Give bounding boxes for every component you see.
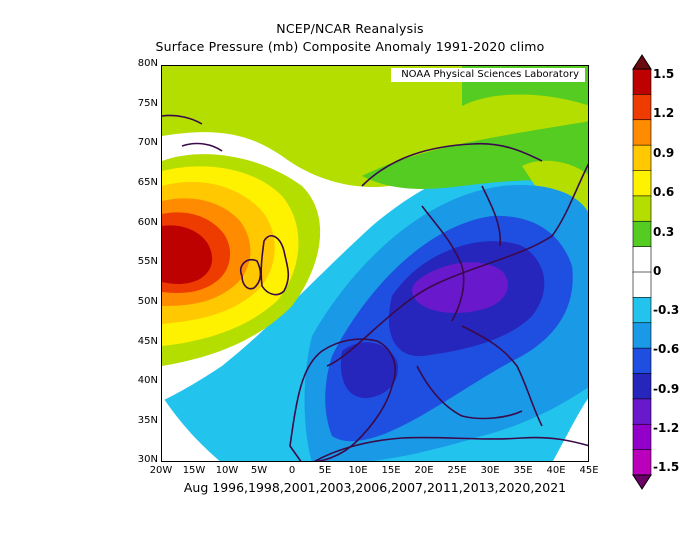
colorbar-label: 1.2 [653,106,675,120]
colorbar-top-arrow [632,54,652,70]
colorbar-label: -0.3 [653,303,680,317]
lat-tick: 65N [137,177,158,188]
colorbar-bottom-arrow [632,474,652,490]
colorbar-segment [632,94,652,121]
lon-tick: 20E [414,465,434,476]
lat-tick: 80N [137,58,158,69]
lat-tick: 45N [137,336,158,347]
colorbar-segment [632,271,652,299]
colorbar-segment [632,170,652,197]
lon-tick: 45E [579,465,599,476]
lon-tick: 10W [215,465,239,476]
colorbar-label: 0.3 [653,225,675,239]
map-svg [162,66,588,461]
lon-tick: 25E [447,465,467,476]
colorbar-label: 0 [653,264,662,278]
coastlines [162,114,588,461]
lat-tick: 60N [137,217,158,228]
title-line-1: NCEP/NCAR Reanalysis [276,21,424,36]
lon-tick: 30E [480,465,500,476]
lon-tick: 5E [318,465,332,476]
colorbar-segment [632,449,652,476]
colorbar-label: -1.5 [653,460,680,474]
colorbar-segment [632,423,652,451]
lat-tick: 35N [137,415,158,426]
colorbar-segment [632,68,652,96]
colorbar-segments [632,68,652,476]
lat-tick: 40N [137,375,158,386]
composite-caption: Aug 1996,1998,2001,2003,2006,2007,2011,2… [183,480,567,495]
colorbar-label: 1.5 [653,67,675,81]
lat-tick: 70N [137,137,158,148]
colorbar-segment [632,347,652,375]
lat-tick: 75N [137,98,158,109]
colorbar-label: -1.2 [653,421,680,435]
lon-tick: 35E [513,465,533,476]
lon-tick: 0 [288,465,296,476]
colorbar-segment [632,144,652,172]
colorbar-label: -0.6 [653,342,680,356]
lon-tick: 15E [381,465,401,476]
credit-label: NOAA Physical Sciences Laboratory [391,68,585,82]
lat-tick: 30N [137,454,158,465]
colorbar-label: 0.9 [653,146,675,160]
lon-tick: 15W [182,465,206,476]
lon-tick: 20W [149,465,173,476]
lon-tick: 40E [546,465,566,476]
colorbar-segment [632,398,652,426]
lon-tick: 5W [250,465,268,476]
colorbar-segment [632,373,652,400]
lon-tick: 10E [348,465,368,476]
colorbar-segment [632,322,652,349]
anomaly-map: NOAA Physical Sciences Laboratory [161,65,589,462]
colorbar-segment [632,220,652,248]
colorbar-segment [632,246,652,273]
colorbar-label: 0.6 [653,185,675,199]
colorbar [632,54,652,490]
colorbar-segment [632,297,652,324]
colorbar-segment [632,119,652,146]
anomaly-field [162,66,588,461]
colorbar-segment [632,195,652,223]
lat-tick: 50N [137,296,158,307]
lat-tick: 55N [137,256,158,267]
title-line-2: Surface Pressure (mb) Composite Anomaly … [155,39,545,54]
colorbar-label: -0.9 [653,382,680,396]
